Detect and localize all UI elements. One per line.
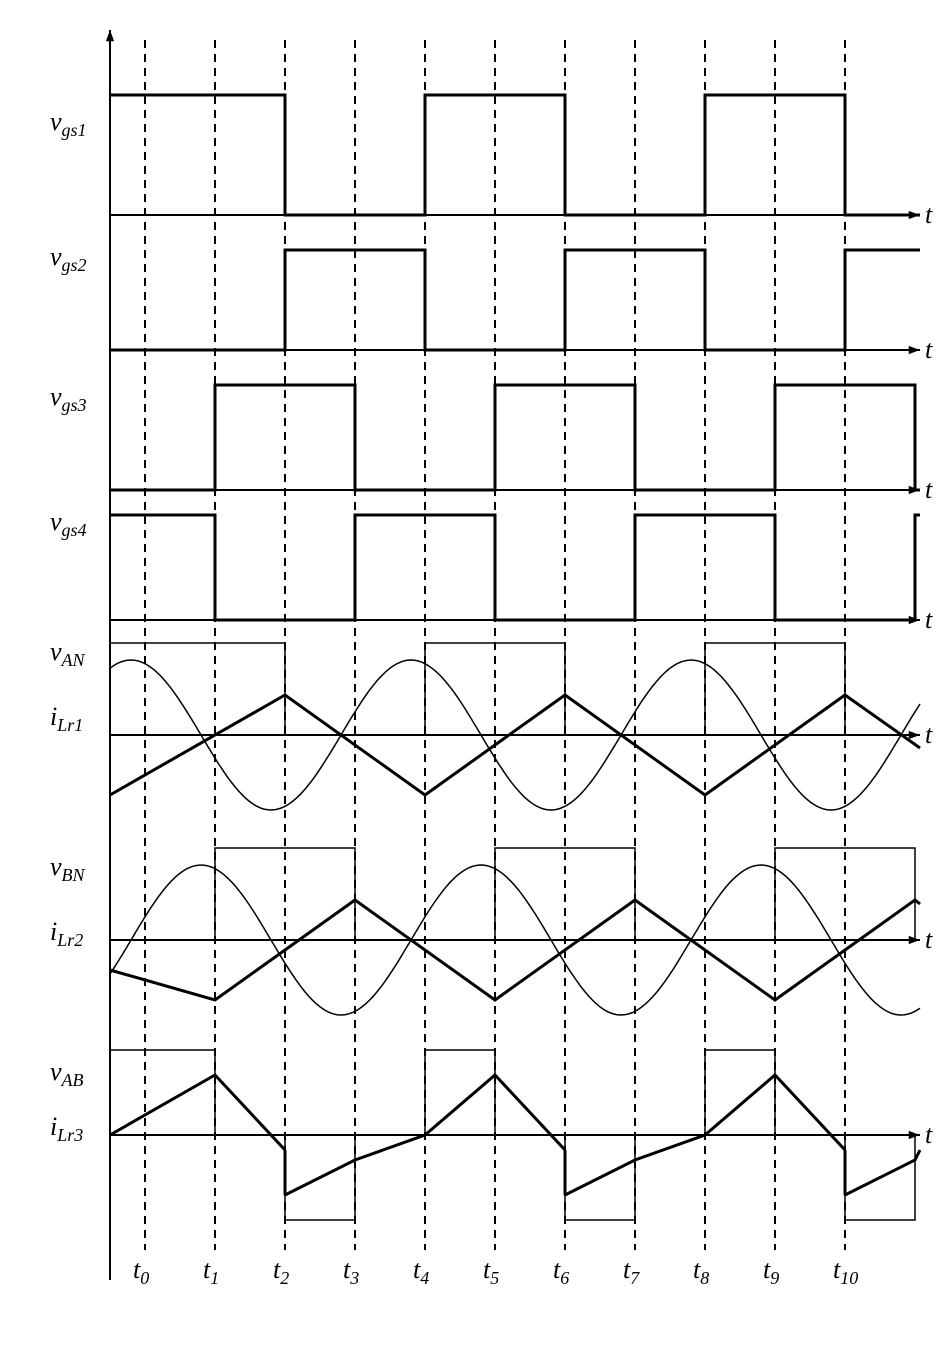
row-label-vBN: vBN xyxy=(50,852,86,885)
t-axis-label: t xyxy=(925,1120,933,1149)
time-tick-label: t10 xyxy=(833,1255,858,1288)
iLr2-triangle xyxy=(110,900,920,1000)
vAN-square xyxy=(110,643,920,735)
vgs2-waveform xyxy=(110,250,920,350)
t-axis-label: t xyxy=(925,200,933,229)
time-tick-label: t5 xyxy=(483,1255,499,1288)
row-label-iLr3: iLr3 xyxy=(50,1112,83,1145)
time-tick-label: t2 xyxy=(273,1255,289,1288)
row-label-vAN: vAN xyxy=(50,637,86,670)
t-axis-label: t xyxy=(925,335,933,364)
row-label-vgs3: vgs3 xyxy=(50,382,87,415)
time-tick-label: t1 xyxy=(203,1255,219,1288)
time-tick-label: t3 xyxy=(343,1255,359,1288)
arrow-head xyxy=(106,30,114,41)
vgs4-waveform xyxy=(110,515,920,620)
time-tick-label: t9 xyxy=(763,1255,779,1288)
row-label-iLr1: iLr1 xyxy=(50,702,83,735)
time-tick-label: t0 xyxy=(133,1255,149,1288)
t-axis-label: t xyxy=(925,475,933,504)
time-tick-label: t7 xyxy=(623,1255,640,1288)
row-label-iLr2: iLr2 xyxy=(50,917,83,950)
iLr3-seg xyxy=(110,1075,285,1150)
time-tick-label: t4 xyxy=(413,1255,429,1288)
row-label-vgs2: vgs2 xyxy=(50,242,87,275)
t-axis-label: t xyxy=(925,720,933,749)
t-axis-label: t xyxy=(925,605,933,634)
time-tick-label: t6 xyxy=(553,1255,569,1288)
row-label-vgs4: vgs4 xyxy=(50,507,87,540)
vBN-square xyxy=(110,848,920,940)
vAB-square xyxy=(110,1050,920,1220)
time-tick-label: t8 xyxy=(693,1255,709,1288)
arrow-head xyxy=(909,346,920,354)
iLr1-triangle xyxy=(110,695,920,795)
row-label-vgs1: vgs1 xyxy=(50,107,87,140)
iLr3-seg xyxy=(845,1150,920,1195)
row-label-vAB: vAB xyxy=(50,1057,84,1090)
timing-diagram: t t t t t t t vgs1 vgs2 vgs3 vgs4 vAN iLr1 vBN iLr2 vAB… xyxy=(20,20,950,1326)
vgs3-waveform xyxy=(110,385,920,490)
vgs1-waveform xyxy=(110,95,920,215)
t-axis-label: t xyxy=(925,925,933,954)
